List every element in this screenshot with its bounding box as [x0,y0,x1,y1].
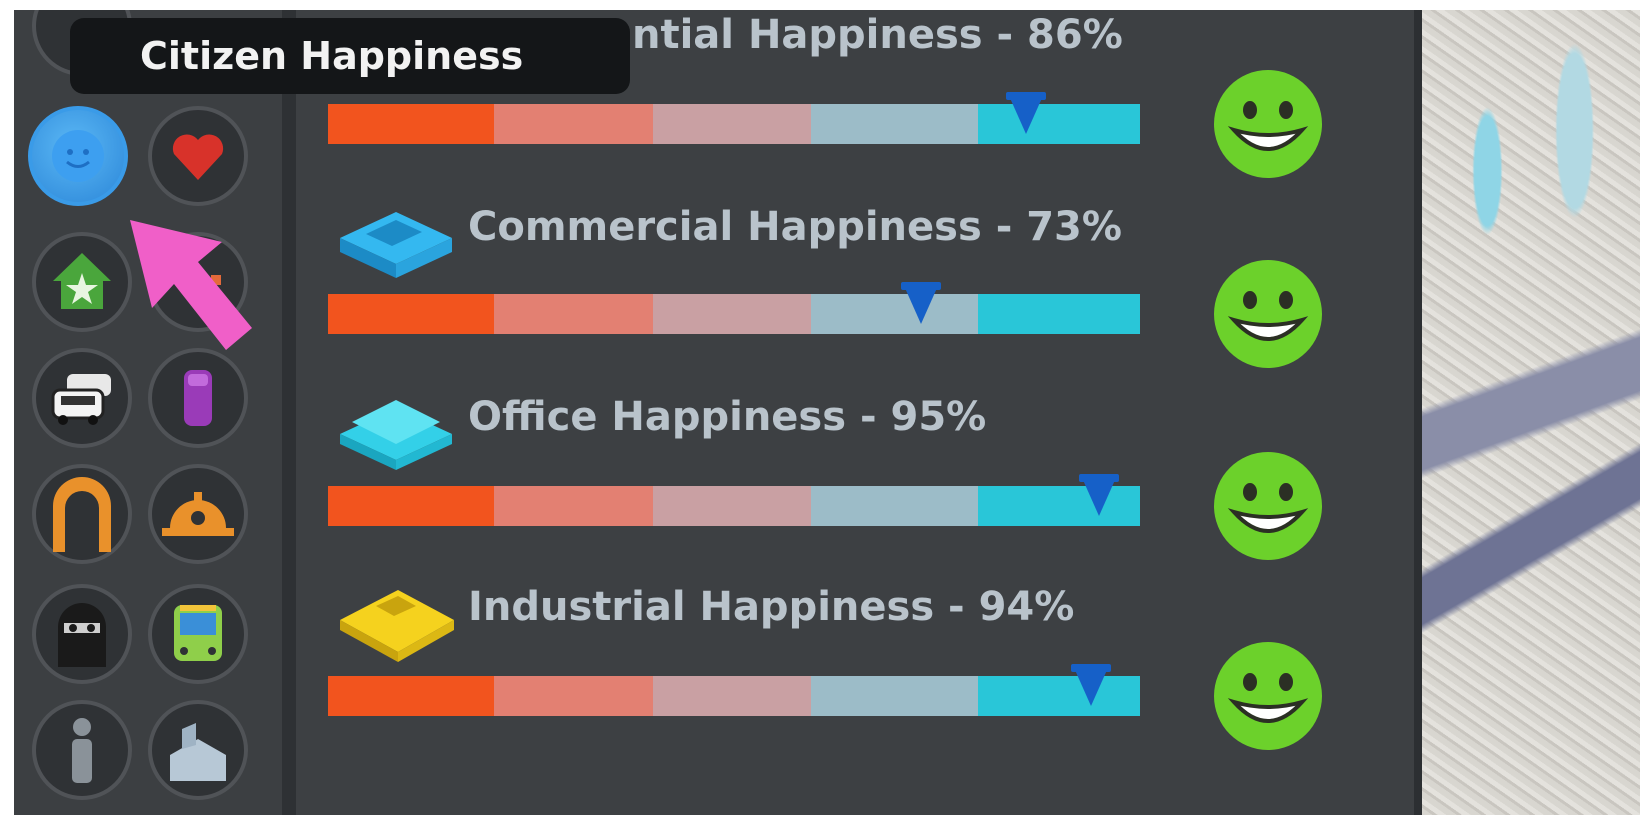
scale-segment [328,676,495,716]
buildings-button[interactable] [148,700,248,800]
bus-icon [174,605,222,661]
crime-icon [58,603,106,667]
office-happiness-bar [328,474,1140,526]
industrial-value-marker [1075,670,1108,706]
scale-segment [328,294,495,334]
office-happiness-title: Office Happiness - 95% [468,394,987,440]
dome-button[interactable] [148,464,248,564]
office-value-marker-cap [1079,474,1120,482]
industrial-happiness-title: Industrial Happiness - 94% [468,584,1075,630]
scale-segment [977,294,1140,334]
citizen-happiness-icon [52,130,104,182]
traffic-icon [51,374,111,425]
happiness-panel: ntial Happiness - 86% Commercial Happine… [296,10,1422,815]
scale-segment [494,294,653,334]
health-button[interactable] [148,106,248,206]
star-house-icon [53,253,111,309]
scale-segment [328,104,495,144]
tunnel-button[interactable] [32,464,132,564]
industrial-value-marker-cap [1071,664,1112,672]
building-icon [170,723,226,781]
office-value-marker [1083,480,1116,516]
dome-icon [162,492,234,536]
traffic-button[interactable] [32,348,132,448]
scale-segment [652,104,812,144]
residential-value-marker [1010,98,1043,134]
scale-segment [494,676,653,716]
scale-segment [811,104,978,144]
office-smiley-icon [1214,452,1322,560]
water-icon [184,370,212,426]
scale-segment [811,294,978,334]
scale-segment [811,676,978,716]
commercial-zone-icon [340,212,452,278]
commercial-happiness-title: Commercial Happiness - 73% [468,204,1122,250]
landvalue-button[interactable] [32,232,132,332]
office-zone-icon [340,400,452,470]
residential-value-marker-cap [1006,92,1047,100]
population-button[interactable] [32,700,132,800]
tooltip: Citizen Happiness [70,18,630,94]
commercial-value-marker [904,288,937,324]
scale-segment [977,486,1140,526]
city-map-view[interactable] [1422,10,1640,815]
commercial-happiness-bar [328,282,1140,334]
info-views-sidebar [14,10,282,815]
scale-segment [977,104,1140,144]
person-icon [72,718,92,783]
heart-icon [172,134,224,180]
water-button[interactable] [148,348,248,448]
tunnel-icon [53,477,111,552]
game-panel-frame: Citizen Happiness ntial Happiness - 86% … [14,10,1640,815]
scale-segment [494,486,653,526]
tutorial-pointer-arrow-icon [130,220,252,350]
scale-segment [652,676,812,716]
sidebar-divider [282,10,296,815]
industrial-zone-icon [340,590,454,662]
citizen-happiness-button[interactable] [28,106,128,206]
map-edge [1414,10,1424,815]
public-transport-button[interactable] [148,584,248,684]
industrial-smiley-icon [1214,642,1322,750]
crime-button[interactable] [32,584,132,684]
industrial-happiness-bar [328,664,1140,716]
commercial-value-marker-cap [900,282,941,290]
scale-segment [328,486,495,526]
commercial-smiley-icon [1214,260,1322,368]
scale-segment [652,294,812,334]
scale-segment [652,486,812,526]
scale-segment [977,676,1140,716]
scale-segment [811,486,978,526]
residential-smiley-icon [1214,70,1322,178]
scale-segment [494,104,653,144]
tooltip-label: Citizen Happiness [140,34,524,78]
residential-happiness-title: ntial Happiness - 86% [632,12,1123,58]
fire-icon [211,275,221,285]
residential-happiness-bar [328,92,1140,144]
